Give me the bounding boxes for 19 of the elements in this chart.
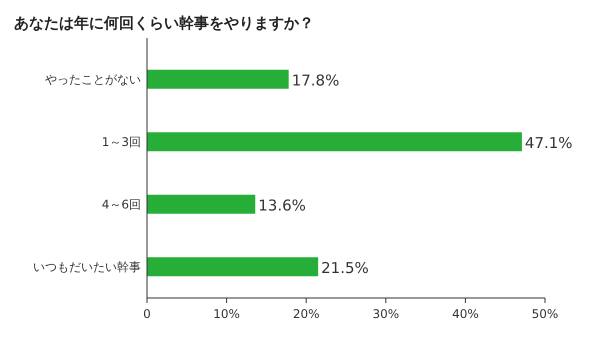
x-tick-label: 30% xyxy=(372,307,400,321)
y-tick-label: 4～6回 xyxy=(102,197,141,212)
x-tick-label: 50% xyxy=(532,307,558,321)
data-label: 13.6% xyxy=(258,196,306,214)
chart-title: あなたは年に何回くらい幹事をやりますか？ xyxy=(14,14,314,32)
y-tick-label: やったことがない xyxy=(45,72,141,86)
data-label: 47.1% xyxy=(524,134,573,152)
bar xyxy=(147,194,256,214)
bar xyxy=(147,70,289,89)
y-tick-label: 1～3回 xyxy=(102,134,141,149)
y-tick-label: いつもだいたい幹事 xyxy=(33,260,141,274)
x-tick-label: 40% xyxy=(452,307,479,321)
x-tick-label: 20% xyxy=(292,307,320,321)
data-label: 17.8% xyxy=(292,71,340,90)
x-tick-label: 10% xyxy=(213,307,240,321)
bar xyxy=(147,257,318,276)
data-label: 21.5% xyxy=(321,258,369,277)
bar xyxy=(147,132,522,152)
x-tick-label: 0 xyxy=(143,307,151,321)
